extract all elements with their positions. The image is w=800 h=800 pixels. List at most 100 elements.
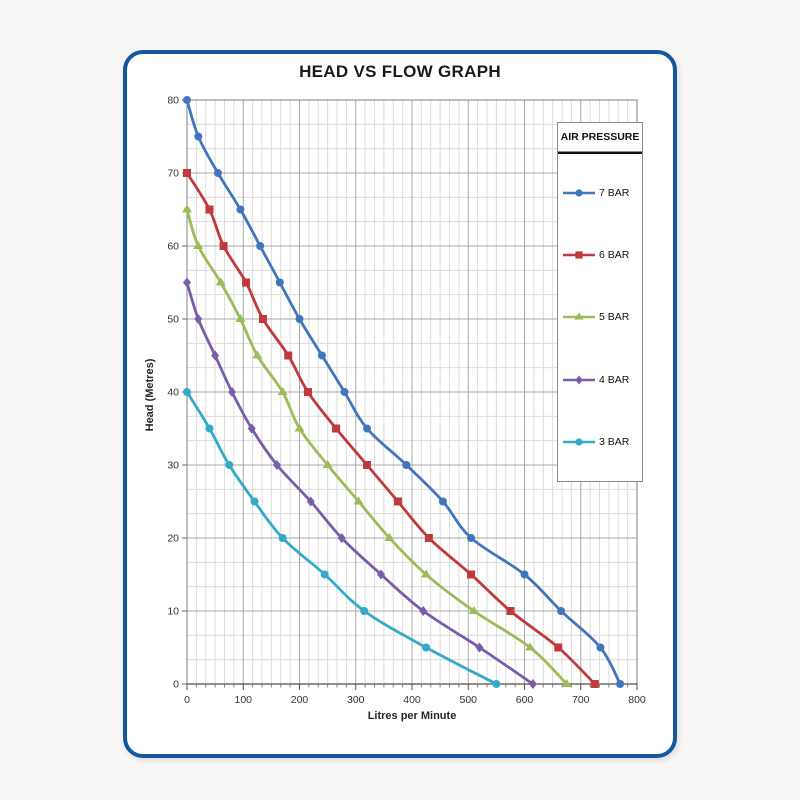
series-6-bar-marker <box>506 607 515 615</box>
legend-marker-5-bar <box>574 312 584 321</box>
series-6-bar-marker <box>205 205 214 214</box>
legend-item-5-bar: 5 BAR <box>562 311 638 323</box>
x-tick-label: 400 <box>403 694 421 706</box>
legend-swatch-5-bar <box>563 312 595 321</box>
series-7-bar-marker <box>467 534 476 542</box>
series-5-bar-marker <box>384 533 395 541</box>
series-4-bar-marker <box>228 387 236 397</box>
series-7-bar-marker <box>318 351 326 360</box>
series-5-bar-marker <box>235 314 246 322</box>
series-6-bar-marker <box>467 570 476 579</box>
series-5-bar-marker <box>421 569 432 578</box>
series-4-bar-marker <box>528 679 537 689</box>
y-tick-label: 80 <box>167 95 179 107</box>
y-tick-label: 10 <box>167 606 179 618</box>
series-7-bar-marker <box>236 205 245 214</box>
series-4-bar-marker <box>183 277 191 288</box>
x-tick-label: 700 <box>572 694 590 706</box>
series-4-bar-marker <box>306 496 315 507</box>
legend-title: AIR PRESSURE <box>558 123 642 152</box>
series-7-bar-marker <box>194 132 203 141</box>
series-5-bar-marker <box>561 679 572 687</box>
series-4-bar-marker <box>377 569 386 580</box>
legend-item-4-bar: 4 BAR <box>562 374 638 386</box>
x-tick-label: 300 <box>347 694 365 706</box>
legend: AIR PRESSURE 7 BAR 6 BAR 5 BAR 4 BAR 3 BAR <box>557 122 643 482</box>
x-axis-title: Litres per Minute <box>367 710 457 722</box>
y-tick-label: 60 <box>167 241 179 253</box>
series-7-bar <box>183 96 625 688</box>
x-tick-label: 0 <box>184 694 190 706</box>
series-3-bar-marker <box>320 570 329 579</box>
y-tick-label: 70 <box>167 168 179 180</box>
y-tick-label: 20 <box>167 533 179 545</box>
legend-item-label: 4 BAR <box>599 373 630 386</box>
series-4-bar-marker <box>247 423 256 434</box>
series-5-bar <box>182 204 572 687</box>
series-4-bar-marker <box>273 460 281 470</box>
x-tick-label: 800 <box>628 694 646 706</box>
legend-item-3-bar: 3 BAR <box>562 436 638 448</box>
series-5-bar-marker <box>215 277 226 286</box>
legend-swatch-3-bar <box>563 438 595 446</box>
series-4-bar-marker <box>419 606 428 616</box>
series-7-bar-marker <box>438 497 447 506</box>
series-3-bar-marker <box>422 643 431 652</box>
chart-title: HEAD VS FLOW GRAPH <box>299 62 501 81</box>
series-6-bar-marker <box>303 388 312 396</box>
series-5-bar-marker <box>322 460 333 468</box>
legend-marker-7-bar <box>575 189 583 197</box>
legend-marker-4-bar <box>575 375 583 385</box>
legend-item-label: 6 BAR <box>599 249 630 262</box>
series-6-bar-marker <box>554 643 563 652</box>
series-4-bar <box>183 277 537 689</box>
legend-marker-6-bar <box>575 251 583 259</box>
series-3-bar-marker <box>492 680 501 688</box>
series-6-bar-marker <box>363 461 371 469</box>
series-7-bar-marker <box>557 607 566 615</box>
series-7-bar-marker <box>596 643 605 652</box>
y-tick-label: 0 <box>173 679 179 691</box>
series-5-bar-marker <box>294 423 305 432</box>
series-3-bar-marker <box>183 388 191 396</box>
series-5-bar-marker <box>252 350 263 359</box>
legend-swatch-6-bar <box>563 251 595 259</box>
series-3-bar-marker <box>250 497 259 506</box>
series-6-bar-marker <box>242 278 251 287</box>
x-tick-label: 600 <box>516 694 534 706</box>
series-4-bar-marker <box>211 350 220 361</box>
series-6-bar-marker <box>332 424 341 433</box>
series-6-bar-marker <box>258 315 267 323</box>
series-7-bar-marker <box>520 570 529 579</box>
series-3-bar-marker <box>205 424 214 433</box>
legend-item-label: 7 BAR <box>599 187 630 200</box>
legend-marker-3-bar <box>575 438 583 446</box>
series-4-bar-marker <box>475 642 484 653</box>
series-6-bar-marker <box>183 169 191 177</box>
series-6-bar-marker <box>393 497 402 506</box>
series-7-bar-marker <box>275 278 284 287</box>
series-5-bar-marker <box>277 387 288 395</box>
series-4-bar-marker <box>194 314 203 324</box>
series-5-bar-marker <box>525 642 536 651</box>
series-4-bar-marker <box>337 533 346 543</box>
y-axis-title: Head (Metres) <box>144 358 156 432</box>
y-tick-label: 40 <box>167 387 179 399</box>
series-7-bar-marker <box>340 388 349 396</box>
legend-item-7-bar: 7 BAR <box>562 187 638 199</box>
legend-item-6-bar: 6 BAR <box>562 249 638 261</box>
legend-item-label: 3 BAR <box>599 435 630 448</box>
series-3-bar-marker <box>225 461 234 469</box>
x-tick-label: 500 <box>459 694 477 706</box>
series-5-bar-marker <box>353 496 364 505</box>
series-7-bar-marker <box>295 315 304 323</box>
series-3-bar-marker <box>278 534 287 542</box>
series-6-bar-marker <box>284 351 293 360</box>
series-5-bar-marker <box>182 204 192 213</box>
legend-items: 7 BAR 6 BAR 5 BAR 4 BAR 3 BAR <box>558 154 642 481</box>
series-6-bar-marker <box>424 534 433 542</box>
series-7-bar-marker <box>213 169 222 177</box>
series-6-bar <box>183 169 599 688</box>
